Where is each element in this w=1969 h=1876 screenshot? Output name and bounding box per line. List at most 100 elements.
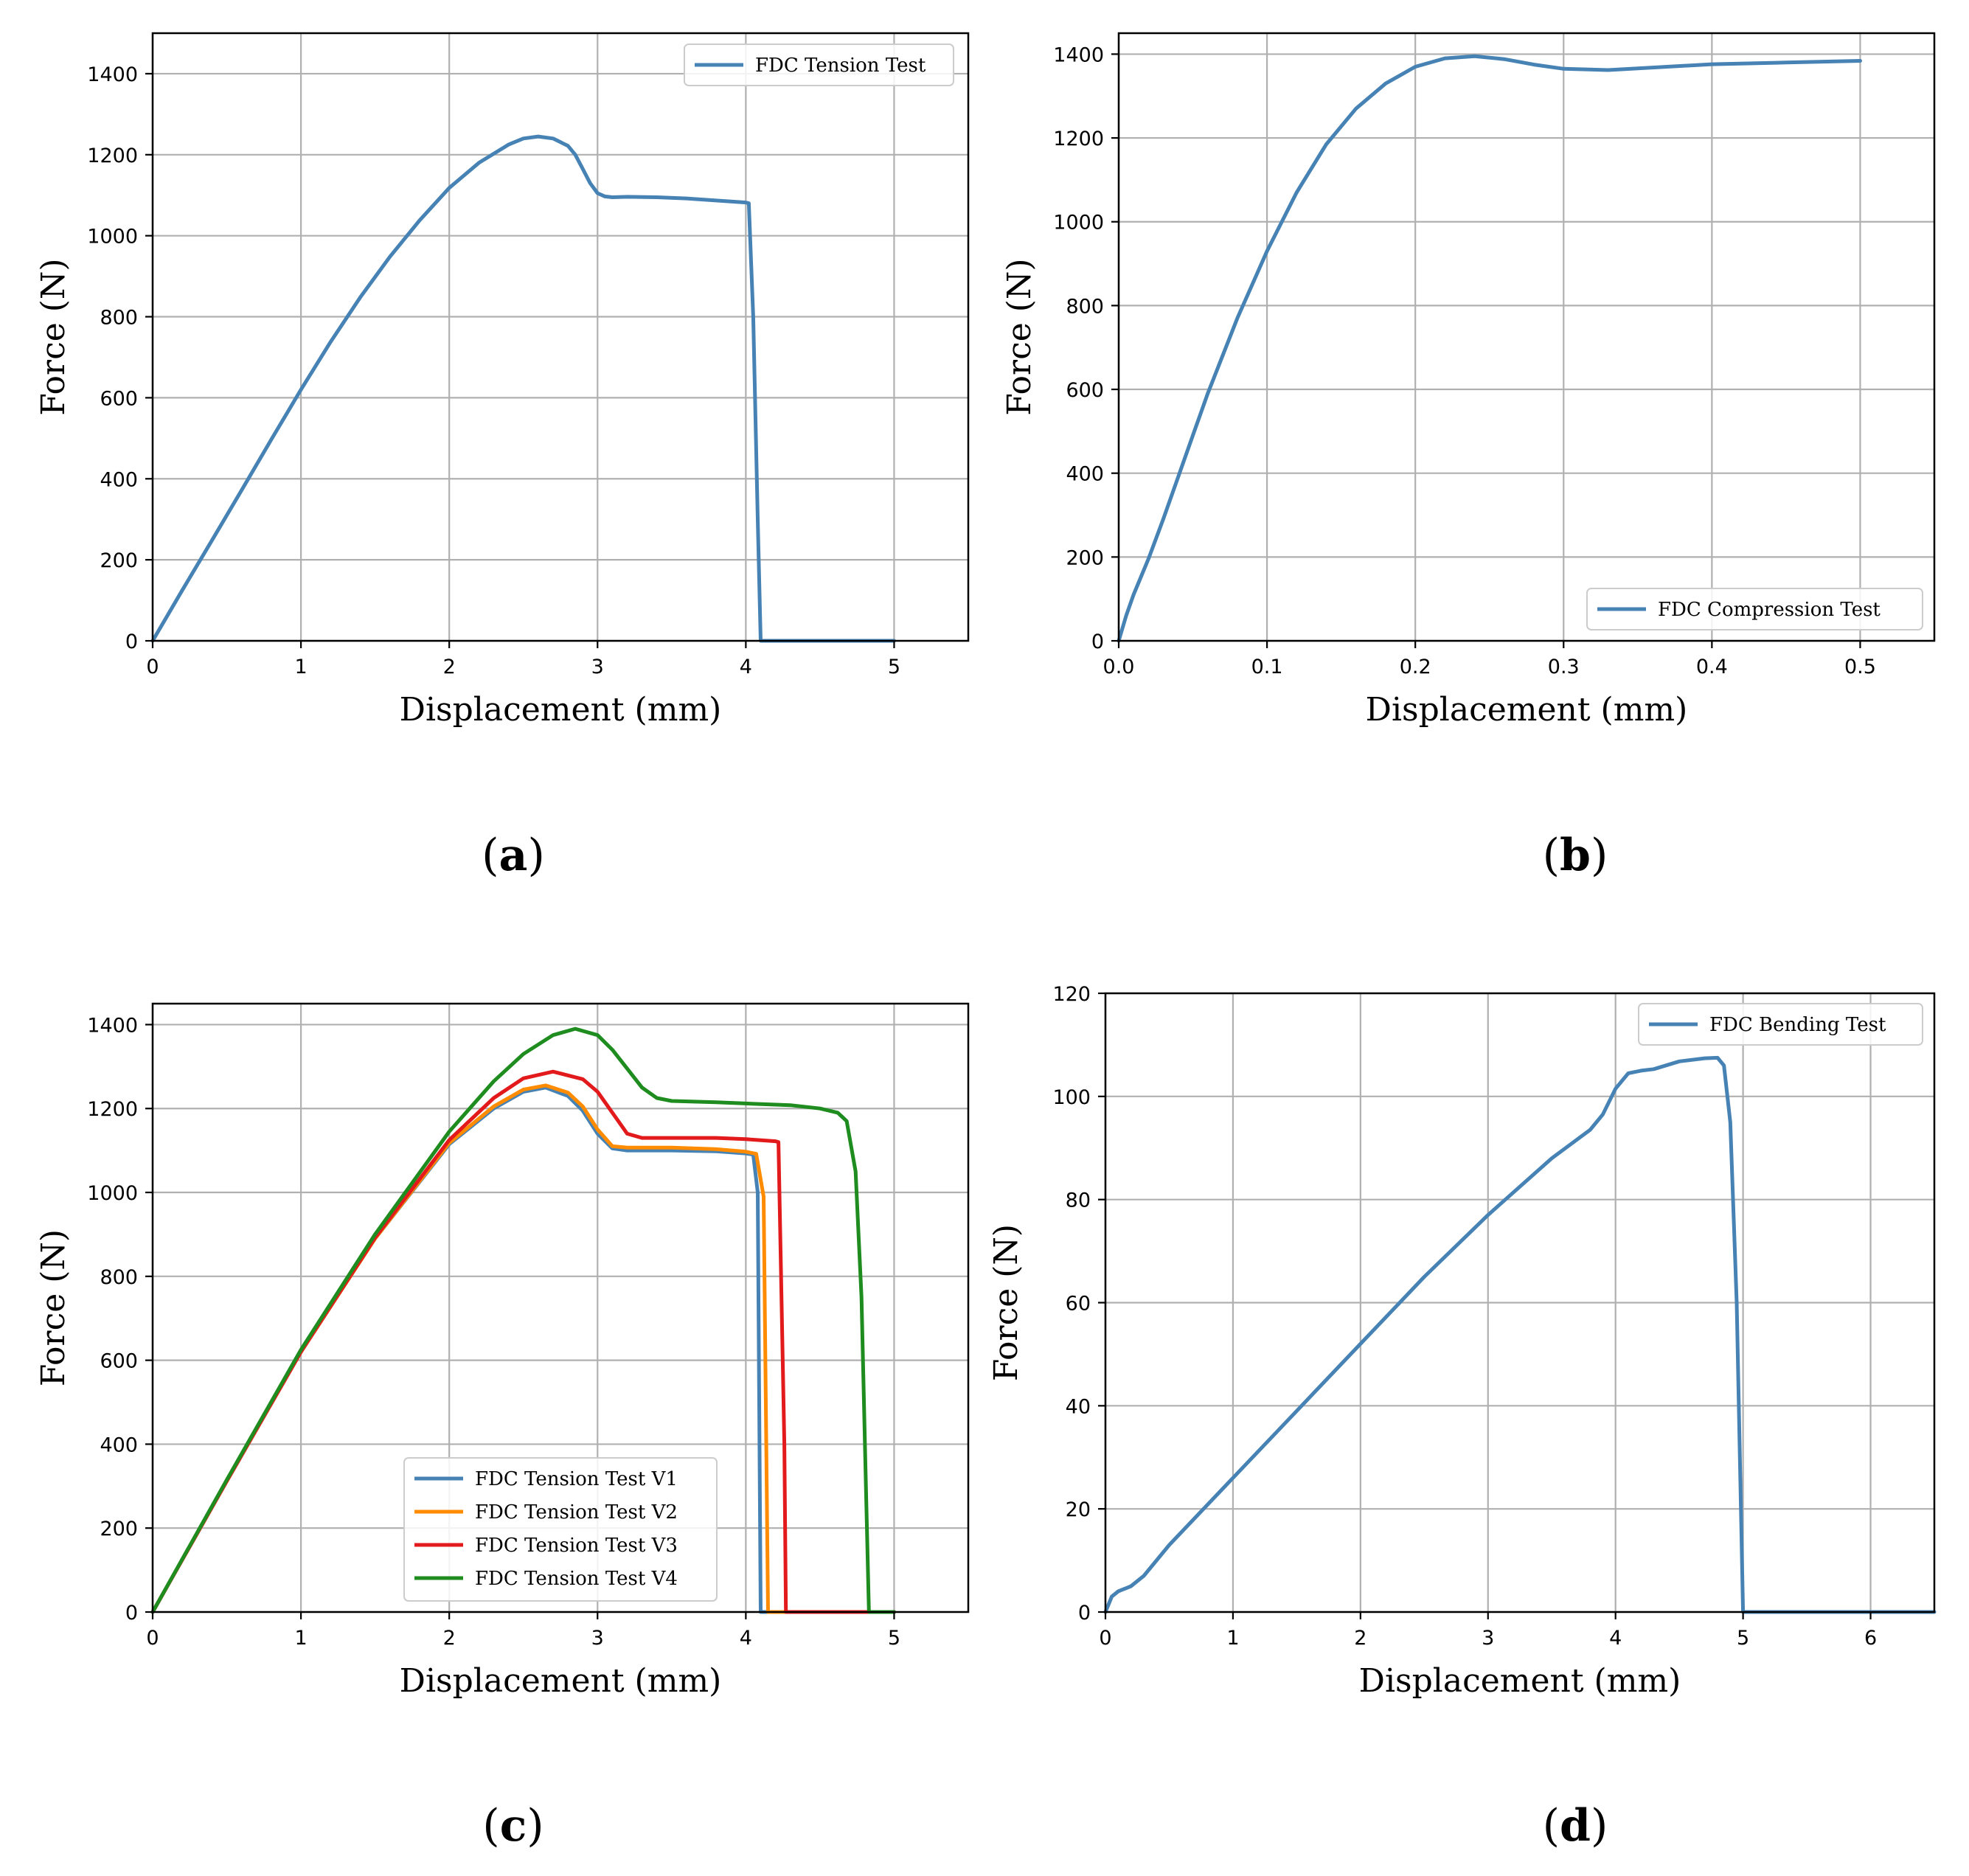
x-tick-label: 0 xyxy=(146,1627,159,1650)
x-axis-label: Displacement (mm) xyxy=(400,1662,722,1700)
series-line-1 xyxy=(1117,54,1862,643)
x-axis-label: Displacement (mm) xyxy=(1366,691,1688,729)
axis-ticks: 0.0 0.1 0.2 0.3 0.4 0.5 0 200 400 600 800 1000 1200 1… xyxy=(1053,44,1876,678)
y-tick-label: 1200 xyxy=(1053,128,1104,150)
x-tick-label: 2 xyxy=(1354,1627,1367,1650)
x-tick-label: 0.2 xyxy=(1400,656,1431,678)
y-tick-label: 1000 xyxy=(1053,212,1104,234)
legend-box xyxy=(684,44,954,86)
legend-label: FDC Tension Test V4 xyxy=(475,1568,678,1590)
panel-b: 0.0 0.1 0.2 0.3 0.4 0.5 0 200 400 600 800 1000 1200 1… xyxy=(1001,32,1936,881)
panel-label: (a) xyxy=(482,830,545,881)
panel-label: (d) xyxy=(1543,1800,1608,1852)
y-tick-label: 0 xyxy=(1078,1602,1091,1625)
legend-label: FDC Compression Test xyxy=(1658,599,1881,621)
axis-ticks: 0 1 2 3 4 5 0 200 400 600 800 1000 1200 1400 xyxy=(87,1014,900,1650)
plot-frame xyxy=(1117,32,1936,642)
x-tick-label: 3 xyxy=(591,1627,604,1650)
legend: FDC Tension Test xyxy=(684,44,954,86)
x-tick-label: 4 xyxy=(740,1627,752,1650)
x-tick-label: 0.0 xyxy=(1103,656,1135,678)
y-tick-label: 200 xyxy=(100,549,138,572)
legend: FDC Tension Test V1 FDC Tension Test V2 FD… xyxy=(403,1457,718,1602)
y-axis-label: Force (N) xyxy=(987,1224,1025,1381)
series-line-1 xyxy=(150,134,896,643)
x-tick-label: 0.5 xyxy=(1844,656,1876,678)
y-tick-label: 800 xyxy=(100,307,138,330)
y-tick-label: 0 xyxy=(125,630,138,653)
legend-label: FDC Tension Test V2 xyxy=(475,1501,678,1524)
legend-label: FDC Bending Test xyxy=(1709,1014,1886,1036)
y-tick-label: 1400 xyxy=(87,1014,138,1037)
x-tick-label: 0.1 xyxy=(1251,656,1283,678)
y-tick-label: 80 xyxy=(1066,1189,1091,1212)
x-tick-label: 6 xyxy=(1864,1627,1877,1650)
x-tick-label: 0 xyxy=(146,656,159,678)
x-tick-label: 5 xyxy=(888,656,900,678)
y-tick-label: 200 xyxy=(100,1518,138,1540)
legend-box xyxy=(1638,1003,1923,1046)
y-tick-label: 400 xyxy=(100,1434,138,1456)
y-tick-label: 120 xyxy=(1052,983,1091,1006)
y-axis-label: Force (N) xyxy=(35,258,72,415)
y-tick-label: 800 xyxy=(100,1266,138,1289)
x-tick-label: 1 xyxy=(294,656,307,678)
y-tick-label: 1400 xyxy=(1053,44,1104,66)
y-tick-label: 100 xyxy=(1052,1086,1091,1109)
x-tick-label: 0.3 xyxy=(1548,656,1580,678)
x-tick-label: 4 xyxy=(1609,1627,1622,1650)
x-tick-label: 2 xyxy=(443,1627,456,1650)
x-tick-label: 0 xyxy=(1099,1627,1111,1650)
series-line-3 xyxy=(150,1069,896,1614)
y-tick-label: 1000 xyxy=(87,1182,138,1205)
axis-ticks: 0 1 2 3 4 5 0 200 400 600 800 1000 1200 1400 xyxy=(87,63,900,678)
x-tick-label: 3 xyxy=(1482,1627,1494,1650)
y-tick-label: 0 xyxy=(1091,630,1104,653)
panel-a: 0 1 2 3 4 5 0 200 400 600 800 1000 1200 1400 Displace… xyxy=(35,32,970,881)
plot-frame xyxy=(151,32,970,642)
x-tick-label: 3 xyxy=(591,656,604,678)
y-tick-label: 800 xyxy=(1066,295,1104,318)
y-tick-label: 600 xyxy=(100,1350,138,1373)
grid-lines xyxy=(1117,33,1934,642)
plot-frame xyxy=(151,1002,970,1613)
y-tick-label: 1000 xyxy=(87,226,138,249)
x-tick-label: 0.4 xyxy=(1696,656,1728,678)
legend-label: FDC Tension Test V3 xyxy=(475,1535,678,1557)
y-axis-label: Force (N) xyxy=(35,1229,72,1386)
y-tick-label: 400 xyxy=(100,468,138,491)
grid-lines xyxy=(1104,992,1934,1613)
grid-lines xyxy=(151,33,968,642)
y-tick-label: 1200 xyxy=(87,1098,138,1121)
x-axis-label: Displacement (mm) xyxy=(1359,1662,1681,1700)
series-lines xyxy=(150,134,896,643)
series-lines xyxy=(150,1026,896,1614)
legend: FDC Compression Test xyxy=(1586,588,1923,630)
legend: FDC Bending Test xyxy=(1638,1003,1923,1046)
y-tick-label: 1200 xyxy=(87,145,138,167)
y-tick-label: 600 xyxy=(1066,379,1104,402)
x-tick-label: 4 xyxy=(740,656,752,678)
y-tick-label: 200 xyxy=(1066,546,1104,569)
y-tick-label: 20 xyxy=(1066,1498,1091,1521)
y-tick-label: 0 xyxy=(125,1602,138,1625)
x-tick-label: 5 xyxy=(888,1627,900,1650)
legend-label: FDC Tension Test V1 xyxy=(475,1468,678,1490)
x-axis-label: Displacement (mm) xyxy=(400,691,722,729)
panel-label: (c) xyxy=(482,1800,544,1852)
series-lines xyxy=(1103,1055,1937,1614)
series-line-1 xyxy=(1103,1055,1937,1614)
x-tick-label: 1 xyxy=(1226,1627,1239,1650)
series-lines xyxy=(1117,54,1862,643)
panel-label: (b) xyxy=(1543,830,1608,881)
y-tick-label: 40 xyxy=(1066,1395,1091,1418)
x-tick-label: 1 xyxy=(294,1627,307,1650)
legend-label: FDC Tension Test xyxy=(755,55,926,77)
x-tick-label: 2 xyxy=(443,656,456,678)
y-tick-label: 1400 xyxy=(87,63,138,86)
series-line-4 xyxy=(150,1026,896,1614)
y-axis-label: Force (N) xyxy=(1001,258,1038,415)
